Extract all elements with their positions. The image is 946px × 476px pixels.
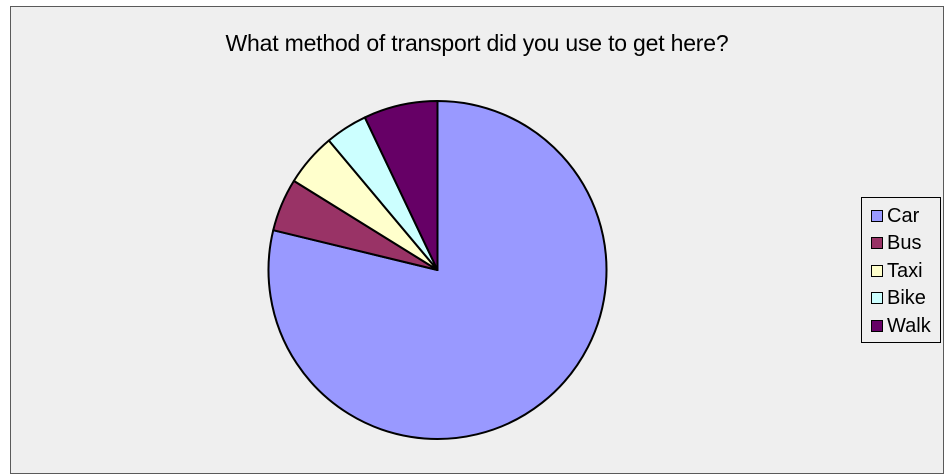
legend-swatch-walk <box>871 319 883 332</box>
legend-label-bus: Bus <box>887 232 922 255</box>
legend: Car Bus Taxi Bike Walk <box>861 197 941 343</box>
legend-swatch-car <box>871 209 883 222</box>
legend-label-taxi: Taxi <box>887 259 923 282</box>
legend-label-car: Car <box>887 204 920 227</box>
legend-label-bike: Bike <box>887 287 926 310</box>
legend-item-car: Car <box>862 202 940 230</box>
chart-title: What method of transport did you use to … <box>225 30 729 56</box>
legend-swatch-taxi <box>871 264 883 277</box>
pie-slice-car <box>267 100 608 440</box>
legend-item-taxi: Taxi <box>862 257 940 285</box>
legend-swatch-bus <box>871 237 883 250</box>
legend-swatch-bike <box>871 292 883 305</box>
legend-item-bus: Bus <box>862 230 940 258</box>
legend-label-walk: Walk <box>887 314 931 337</box>
pie-slice-walk <box>363 100 439 271</box>
legend-item-bike: Bike <box>862 285 940 313</box>
legend-item-walk: Walk <box>862 312 940 340</box>
